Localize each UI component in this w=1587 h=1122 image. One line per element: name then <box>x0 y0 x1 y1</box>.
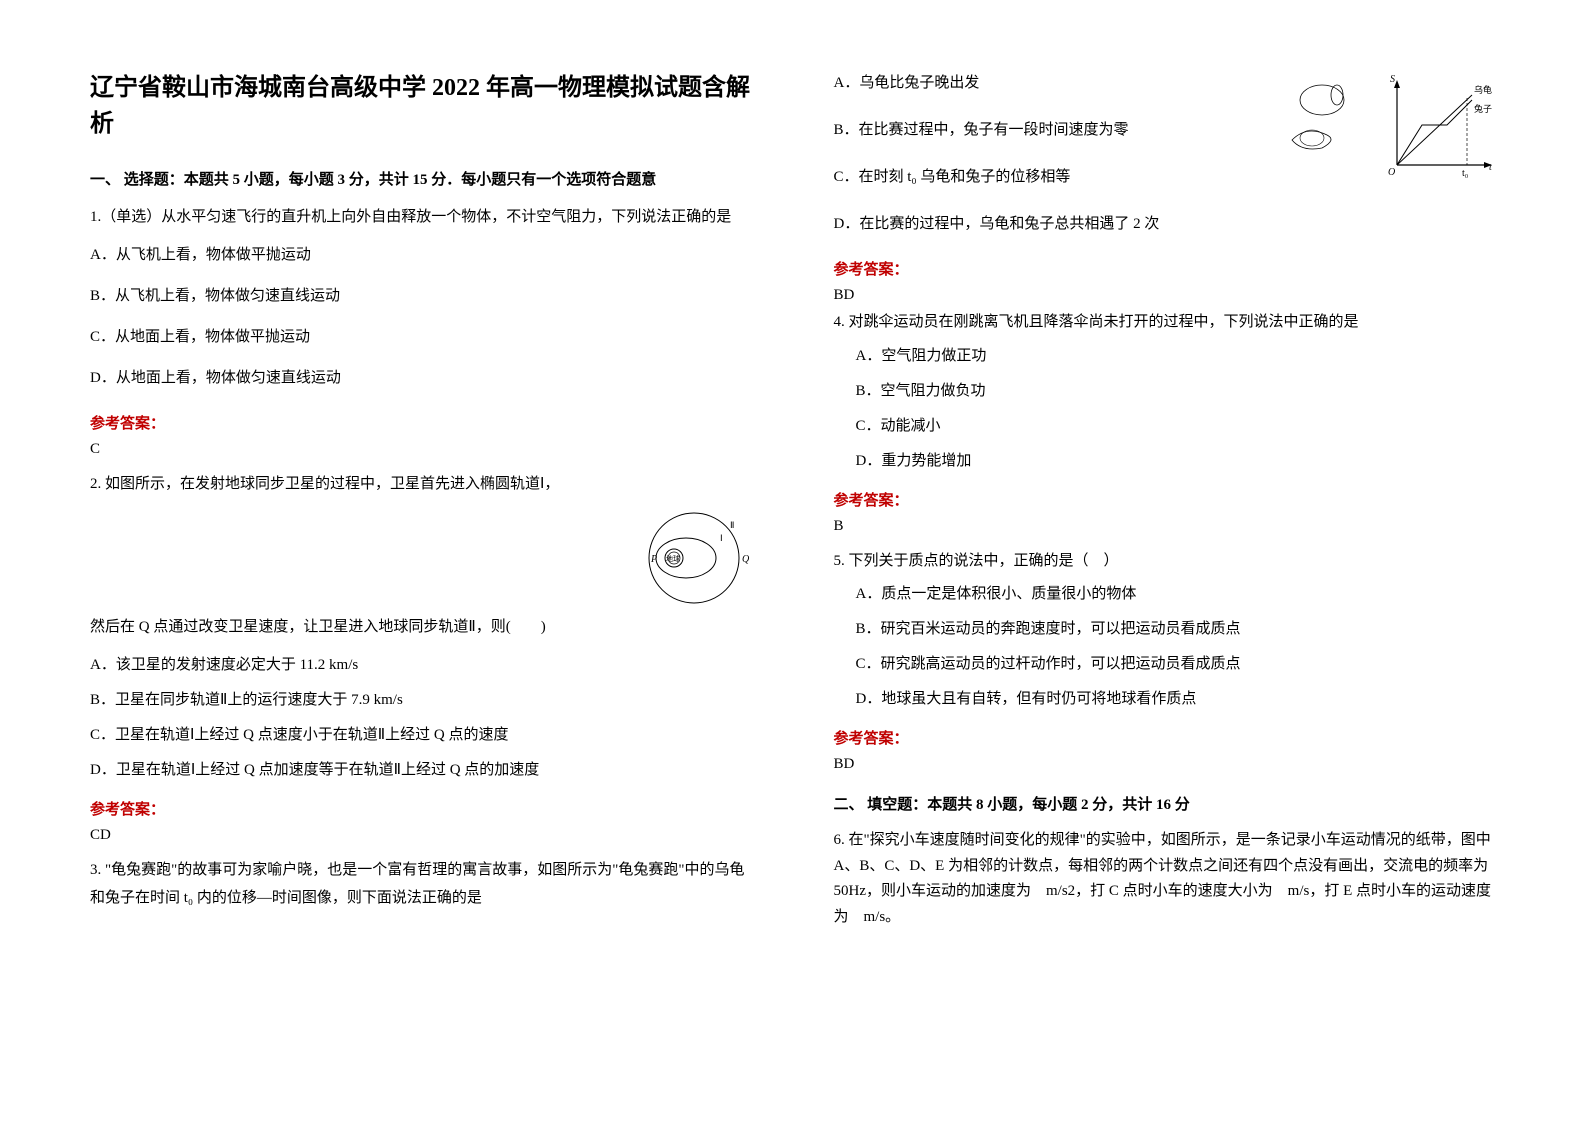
q1-intro: 1.（单选）从水平匀速飞行的直升机上向外自由释放一个物体，不计空气阻力，下列说法… <box>90 203 754 232</box>
q4-answer-label: 参考答案： <box>834 489 1498 510</box>
race-label-o: O <box>1388 167 1395 178</box>
q2-intro-wrap: 2. 如图所示，在发射地球同步卫星的过程中，卫星首先进入椭圆轨道Ⅰ， <box>90 470 754 499</box>
q5-option-a: A．质点一定是体积很小、质量很小的物体 <box>834 581 1498 608</box>
q4-option-a: A．空气阻力做正功 <box>834 343 1498 370</box>
q4-option-d: D．重力势能增加 <box>834 448 1498 475</box>
q1-option-b: B．从飞机上看，物体做匀速直线运动 <box>90 283 754 310</box>
q5-option-b: B．研究百米运动员的奔跑速度时，可以把运动员看成质点 <box>834 616 1498 643</box>
q4-intro: 4. 对跳伞运动员在刚跳离飞机且降落伞尚未打开的过程中，下列说法中正确的是 <box>834 308 1498 337</box>
q2-answer-label: 参考答案： <box>90 798 754 819</box>
left-column: 辽宁省鞍山市海城南台高级中学 2022 年高一物理模拟试题含解析 一、 选择题：… <box>90 70 754 1092</box>
race-figure: S t O t₀ 乌龟 兔子 <box>1277 70 1497 185</box>
q3-answer: BD <box>834 287 1498 304</box>
race-label-t0: t₀ <box>1462 168 1469 179</box>
q4-option-c: C．动能减小 <box>834 413 1498 440</box>
q2-option-c: C．卫星在轨道Ⅰ上经过 Q 点速度小于在轨道Ⅱ上经过 Q 点的速度 <box>90 722 754 749</box>
orbit-figure: P Q 地球 Ⅰ Ⅱ <box>634 508 754 613</box>
q1-option-c: C．从地面上看，物体做平抛运动 <box>90 324 754 351</box>
race-svg: S t O t₀ 乌龟 兔子 <box>1277 70 1497 180</box>
q2-answer: CD <box>90 827 754 844</box>
q2-option-d: D．卫星在轨道Ⅰ上经过 Q 点加速度等于在轨道Ⅱ上经过 Q 点的加速度 <box>90 757 754 784</box>
q5-intro: 5. 下列关于质点的说法中，正确的是（ ） <box>834 547 1498 576</box>
q2-figure-row: P Q 地球 Ⅰ Ⅱ <box>90 508 754 613</box>
q2-option-a: A．该卫星的发射速度必定大于 11.2 km/s <box>90 652 754 679</box>
q1-answer: C <box>90 441 754 458</box>
q1-option-a: A．从飞机上看，物体做平抛运动 <box>90 242 754 269</box>
orbit-label-earth: 地球 <box>666 554 680 563</box>
q3-option-d: D．在比赛的过程中，乌龟和兔子总共相遇了 2 次 <box>834 211 1498 238</box>
race-label-turtle: 乌龟 <box>1474 84 1492 95</box>
q3-block: S t O t₀ 乌龟 兔子 A．乌龟比兔子晚出发 B．在比赛过程中，兔子有一段… <box>834 70 1498 252</box>
q4-option-b: B．空气阻力做负功 <box>834 378 1498 405</box>
q3-intro: 3. "龟兔赛跑"的故事可为家喻户晓，也是一个富有哲理的寓言故事，如图所示为"龟… <box>90 856 754 913</box>
orbit-label-ii: Ⅱ <box>730 520 734 530</box>
orbit-label-q: Q <box>742 554 750 565</box>
q2-intro: 2. 如图所示，在发射地球同步卫星的过程中，卫星首先进入椭圆轨道Ⅰ， <box>90 476 559 492</box>
q1-option-d: D．从地面上看，物体做匀速直线运动 <box>90 365 754 392</box>
q5-answer: BD <box>834 756 1498 773</box>
orbit-label-p: P <box>650 554 657 565</box>
right-column: S t O t₀ 乌龟 兔子 A．乌龟比兔子晚出发 B．在比赛过程中，兔子有一段… <box>834 70 1498 1092</box>
q1-answer-label: 参考答案： <box>90 412 754 433</box>
section2-header: 二、 填空题：本题共 8 小题，每小题 2 分，共计 16 分 <box>834 793 1498 814</box>
race-cartoon <box>1292 85 1344 149</box>
race-label-t: t <box>1489 162 1492 173</box>
q2-option-b: B．卫星在同步轨道Ⅱ上的运行速度大于 7.9 km/s <box>90 687 754 714</box>
race-label-s: S <box>1390 74 1395 85</box>
orbit-svg: P Q 地球 Ⅰ Ⅱ <box>634 508 754 608</box>
q4-answer: B <box>834 518 1498 535</box>
q3-answer-label: 参考答案： <box>834 258 1498 279</box>
race-label-rabbit: 兔子 <box>1474 103 1492 114</box>
q6-intro: 6. 在"探究小车速度随时间变化的规律"的实验中，如图所示，是一条记录小车运动情… <box>834 828 1498 930</box>
q5-answer-label: 参考答案： <box>834 727 1498 748</box>
q5-option-c: C．研究跳高运动员的过杆动作时，可以把运动员看成质点 <box>834 651 1498 678</box>
section1-header: 一、 选择题：本题共 5 小题，每小题 3 分，共计 15 分．每小题只有一个选… <box>90 168 754 189</box>
q2-cont: 然后在 Q 点通过改变卫星速度，让卫星进入地球同步轨道Ⅱ，则( ) <box>90 613 754 642</box>
q5-option-d: D．地球虽大且有自转，但有时仍可将地球看作质点 <box>834 686 1498 713</box>
exam-title: 辽宁省鞍山市海城南台高级中学 2022 年高一物理模拟试题含解析 <box>90 70 754 142</box>
orbit-label-i: Ⅰ <box>720 533 723 543</box>
